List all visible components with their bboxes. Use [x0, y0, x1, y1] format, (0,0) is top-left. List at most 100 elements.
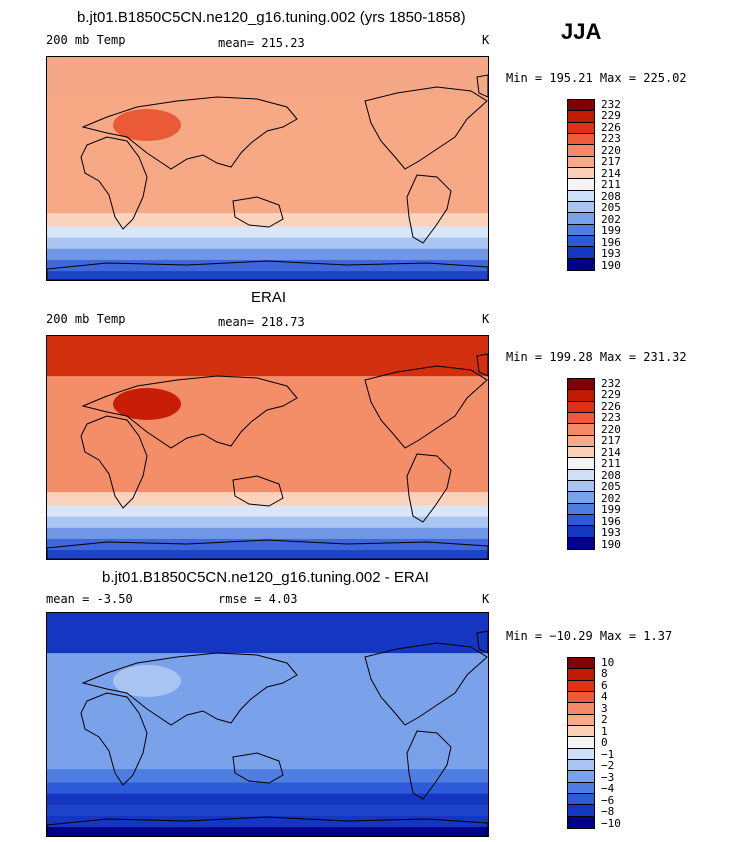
colorbar-level-label: 226	[601, 399, 621, 413]
colorbar-level-label: 2	[601, 713, 608, 727]
colorbar-level-label: 223	[601, 132, 621, 146]
colorbar-swatch	[568, 680, 594, 692]
temperature-band	[47, 527, 488, 540]
coastline	[476, 74, 488, 98]
coastline	[80, 415, 148, 509]
temperature-band	[47, 613, 488, 655]
panel3-rmse-label: rmse = 4.03	[218, 592, 298, 606]
colorbar-swatch	[568, 379, 594, 391]
colorbar-level-label: 208	[601, 468, 621, 482]
colorbar-swatch	[568, 514, 594, 527]
panel2-units-label: K	[482, 312, 490, 326]
colorbar-level-label: 211	[601, 178, 621, 192]
coastline	[476, 630, 488, 654]
temperature-band	[47, 505, 488, 518]
colorbar-level-label: 229	[601, 109, 621, 123]
panel2-colorbar	[567, 378, 595, 550]
temperature-band	[47, 538, 488, 552]
coastline	[81, 375, 298, 449]
panel1-minmax: Min = 195.21 Max = 225.02	[506, 71, 687, 85]
coastline	[232, 752, 284, 784]
colorbar-swatch	[568, 390, 594, 402]
colorbar-level-label: −3	[601, 770, 615, 784]
coastline	[406, 730, 452, 800]
colorbar-swatch	[568, 748, 594, 760]
colorbar-level-label: 202	[601, 491, 621, 505]
colorbar-swatch	[568, 424, 594, 436]
colorbar-swatch	[568, 658, 594, 670]
panel1-map	[46, 56, 489, 281]
temperature-band	[47, 213, 488, 228]
colorbar-level-label: 10	[601, 656, 615, 669]
coastline	[47, 260, 488, 280]
panel3-mean-label: mean = -3.50	[46, 592, 133, 606]
colorbar-level-label: 4	[601, 690, 608, 704]
colorbar-swatch	[568, 201, 594, 214]
colorbar-level-label: 190	[601, 258, 621, 272]
colorbar-level-label: 232	[601, 377, 621, 390]
colorbar-level-label: 193	[601, 247, 621, 261]
panel1-title: b.jt01.B1850C5CN.ne120_g16.tuning.002 (y…	[77, 9, 466, 26]
colorbar-swatch	[568, 247, 594, 259]
colorbar-swatch	[568, 703, 594, 715]
colorbar-level-label: 214	[601, 445, 621, 459]
coastline	[81, 652, 298, 726]
colorbar-swatch	[568, 224, 594, 236]
colorbar-level-label: 223	[601, 411, 621, 425]
colorbar-swatch	[568, 446, 594, 459]
panel2-minmax: Min = 199.28 Max = 231.32	[506, 350, 687, 364]
colorbar-level-label: 220	[601, 143, 621, 157]
coastline	[406, 174, 452, 244]
colorbar-swatch	[568, 480, 594, 493]
colorbar-swatch	[568, 503, 594, 515]
colorbar-swatch	[568, 213, 594, 225]
colorbar-level-label: 205	[601, 201, 621, 215]
colorbar-swatch	[568, 793, 594, 806]
colorbar-swatch	[568, 805, 594, 817]
colorbar-swatch	[568, 759, 594, 772]
panel3-minmax: Min = −10.29 Max = 1.37	[506, 629, 673, 643]
temperature-band	[47, 516, 488, 529]
colorbar-swatch	[568, 458, 594, 470]
colorbar-level-label: 205	[601, 480, 621, 494]
temperature-band	[47, 237, 488, 250]
temperature-band	[47, 782, 488, 795]
colorbar-swatch	[568, 100, 594, 112]
colorbar-level-label: 226	[601, 120, 621, 134]
regional-anomaly	[113, 388, 181, 420]
colorbar-swatch	[568, 235, 594, 248]
regional-anomaly	[113, 109, 181, 141]
colorbar-level-label: 1	[601, 724, 608, 738]
colorbar-level-label: 6	[601, 678, 608, 692]
colorbar-swatch	[568, 401, 594, 413]
panel2-map-svg	[47, 336, 488, 559]
colorbar-level-label: −8	[601, 805, 615, 819]
colorbar-level-label: 196	[601, 514, 621, 528]
colorbar-level-label: 211	[601, 457, 621, 471]
panel3-colorbar	[567, 657, 595, 829]
colorbar-swatch	[568, 133, 594, 146]
panel3-map-svg	[47, 613, 488, 836]
regional-anomaly	[113, 665, 181, 697]
coastline	[364, 365, 488, 449]
colorbar-swatch	[568, 816, 594, 828]
colorbar-swatch	[568, 691, 594, 704]
colorbar-swatch	[568, 412, 594, 425]
coastline	[81, 96, 298, 170]
coastline	[232, 475, 284, 507]
colorbar-swatch	[568, 537, 594, 549]
panel1-variable-label: 200 mb Temp	[46, 33, 126, 47]
temperature-band	[47, 804, 488, 817]
panel2-title: ERAI	[251, 289, 287, 306]
panel2-variable-label: 200 mb Temp	[46, 312, 126, 326]
colorbar-level-label: 202	[601, 212, 621, 226]
coastline	[232, 196, 284, 228]
colorbar-swatch	[568, 725, 594, 738]
panel3-map	[46, 612, 489, 837]
panel3-title: b.jt01.B1850C5CN.ne120_g16.tuning.002 - …	[102, 569, 429, 586]
panel1-colorbar	[567, 99, 595, 271]
colorbar-swatch	[568, 122, 594, 134]
panel3-units-label: K	[482, 592, 490, 606]
colorbar-swatch	[568, 111, 594, 123]
colorbar-swatch	[568, 190, 594, 202]
